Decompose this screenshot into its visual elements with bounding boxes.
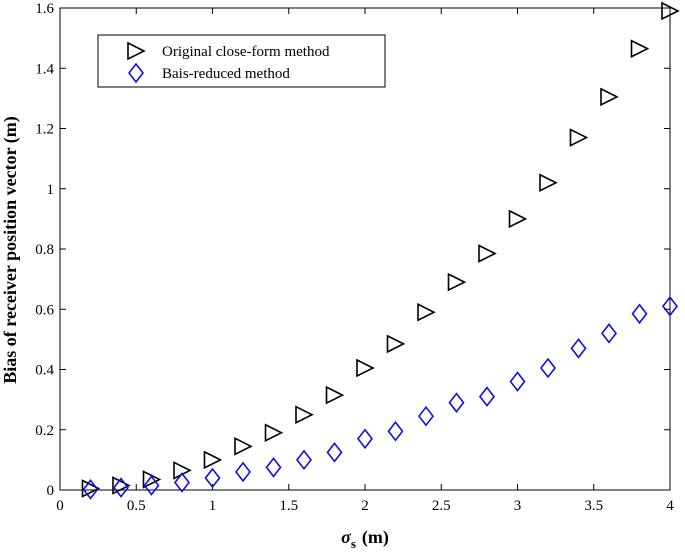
x-axis-title: σs (m) xyxy=(341,527,389,551)
data-point-original xyxy=(417,302,436,322)
data-point-bias-reduced xyxy=(204,467,221,489)
y-tick-label: 0.6 xyxy=(35,302,54,318)
data-point-bias-reduced xyxy=(631,303,648,325)
data-point-bias-reduced xyxy=(173,472,191,493)
data-point-bias-reduced xyxy=(417,405,435,427)
y-axis-title: Bias of receiver position vector (m) xyxy=(0,116,21,383)
data-point-bias-reduced xyxy=(509,371,526,392)
data-point-original xyxy=(478,244,497,263)
data-point-bias-reduced xyxy=(356,428,374,450)
data-point-original xyxy=(600,87,619,107)
data-point-original xyxy=(295,405,314,424)
y-axis: 0 0.2 0.4 0.6 0.8 1 1.2 1.4 1.6 xyxy=(35,1,670,499)
y-tick-label: 0.8 xyxy=(35,242,54,258)
data-point-bias-reduced xyxy=(539,357,557,379)
y-tick-label: 1.2 xyxy=(35,122,54,138)
data-point-bias-reduced xyxy=(326,442,343,463)
data-point-original xyxy=(234,437,253,456)
data-point-bias-reduced xyxy=(143,475,160,496)
x-tick-label: 0 xyxy=(56,498,64,514)
y-tick-label: 0.4 xyxy=(35,363,54,379)
data-point-original xyxy=(81,479,101,498)
x-axis-title-subscript: s xyxy=(351,536,356,551)
y-tick-label: 0.2 xyxy=(35,423,54,439)
x-tick-label: 3.5 xyxy=(584,498,603,514)
data-point-bias-reduced xyxy=(234,461,252,483)
data-point-original xyxy=(661,1,680,21)
data-point-original xyxy=(386,334,406,354)
data-point-original xyxy=(539,173,558,193)
plot-area xyxy=(59,7,671,491)
data-point-bias-reduced xyxy=(82,479,99,500)
data-point-bias-reduced xyxy=(661,295,679,317)
data-markers xyxy=(81,1,680,500)
legend-marker-diamond xyxy=(127,62,145,84)
x-tick-label: 0.5 xyxy=(127,498,146,514)
x-tick-label: 2.5 xyxy=(432,498,451,514)
x-axis-title-unit: (m) xyxy=(362,527,389,548)
data-point-bias-reduced xyxy=(112,477,130,498)
data-point-original xyxy=(325,385,345,405)
x-axis: 0 0.5 1 1.5 2 2.5 3 3.5 4 xyxy=(56,8,674,514)
data-point-original xyxy=(264,423,284,443)
data-point-bias-reduced xyxy=(570,338,587,359)
data-point-original xyxy=(569,128,589,147)
y-tick-label: 1 xyxy=(47,182,55,198)
data-point-original xyxy=(112,476,131,495)
legend-diamond-icon xyxy=(127,62,145,84)
legend-label-original: Original close-form method xyxy=(162,44,330,60)
data-point-original xyxy=(203,450,223,470)
legend-triangle-icon xyxy=(127,41,146,61)
legend-label-bias-reduced: Bais-reduced method xyxy=(162,66,290,82)
legend: Original close-form method Bais-reduced … xyxy=(97,34,386,88)
y-tick-label: 1.6 xyxy=(35,1,54,17)
x-tick-label: 1.5 xyxy=(279,498,298,514)
x-tick-label: 4 xyxy=(666,498,674,514)
x-tick-label: 2 xyxy=(361,498,369,514)
data-point-original xyxy=(356,358,375,378)
data-point-bias-reduced xyxy=(265,457,282,478)
data-point-bias-reduced xyxy=(387,420,404,442)
data-point-bias-reduced xyxy=(600,323,618,344)
y-tick-label: 1.4 xyxy=(35,61,54,77)
x-tick-label: 3 xyxy=(514,498,522,514)
data-point-original xyxy=(630,39,650,58)
legend-box xyxy=(97,34,386,88)
x-tick-label: 1 xyxy=(209,498,217,514)
legend-marker-triangle xyxy=(127,41,146,61)
data-point-bias-reduced xyxy=(478,386,496,407)
data-point-bias-reduced xyxy=(448,392,465,413)
data-point-bias-reduced xyxy=(295,449,313,471)
data-point-original xyxy=(447,272,467,292)
data-point-original xyxy=(508,209,528,229)
x-axis-title-symbol: σ xyxy=(341,527,352,547)
y-tick-label: 0 xyxy=(47,483,55,499)
